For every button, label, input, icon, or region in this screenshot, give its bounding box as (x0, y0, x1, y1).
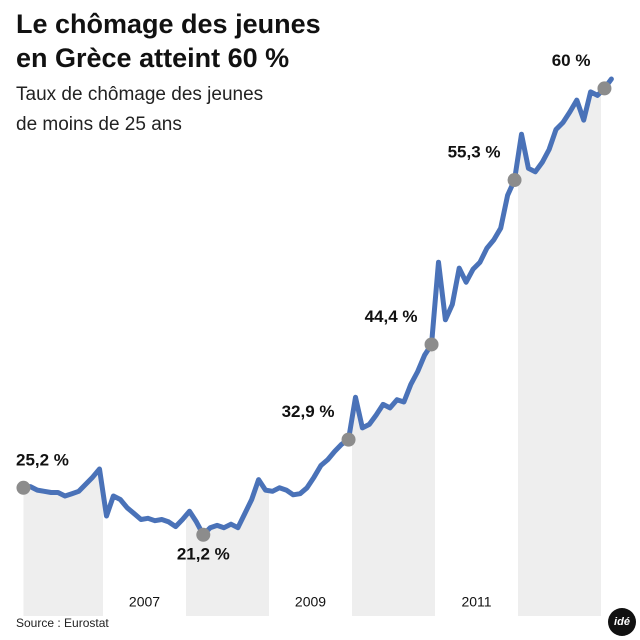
point (507, 173, 522, 188)
point (597, 81, 612, 96)
logo: idé (614, 616, 630, 628)
chart-subtitle: Taux de chômage des jeunes (16, 84, 263, 105)
chart-subtitle: de moins de 25 ans (16, 114, 182, 135)
value-label: 60 % (552, 51, 591, 70)
point (424, 337, 439, 352)
value-label: 25,2 % (16, 450, 69, 469)
x-tick-label: 2011 (461, 594, 491, 610)
logo-badge (608, 608, 636, 636)
value-label: 55,3 % (448, 143, 501, 162)
value-label: 21,2 % (177, 544, 230, 563)
value-label: 32,9 % (282, 402, 335, 421)
point (341, 432, 356, 447)
point (16, 480, 31, 495)
value-label: 44,4 % (365, 307, 418, 326)
x-tick-label: 2009 (295, 594, 326, 610)
chart-title: Le chômage des jeunes (16, 9, 321, 39)
point (196, 527, 211, 542)
source: Source : Eurostat (16, 616, 109, 630)
x-tick-label: 2007 (129, 594, 160, 610)
chart-title: en Grèce atteint 60 % (16, 43, 289, 73)
